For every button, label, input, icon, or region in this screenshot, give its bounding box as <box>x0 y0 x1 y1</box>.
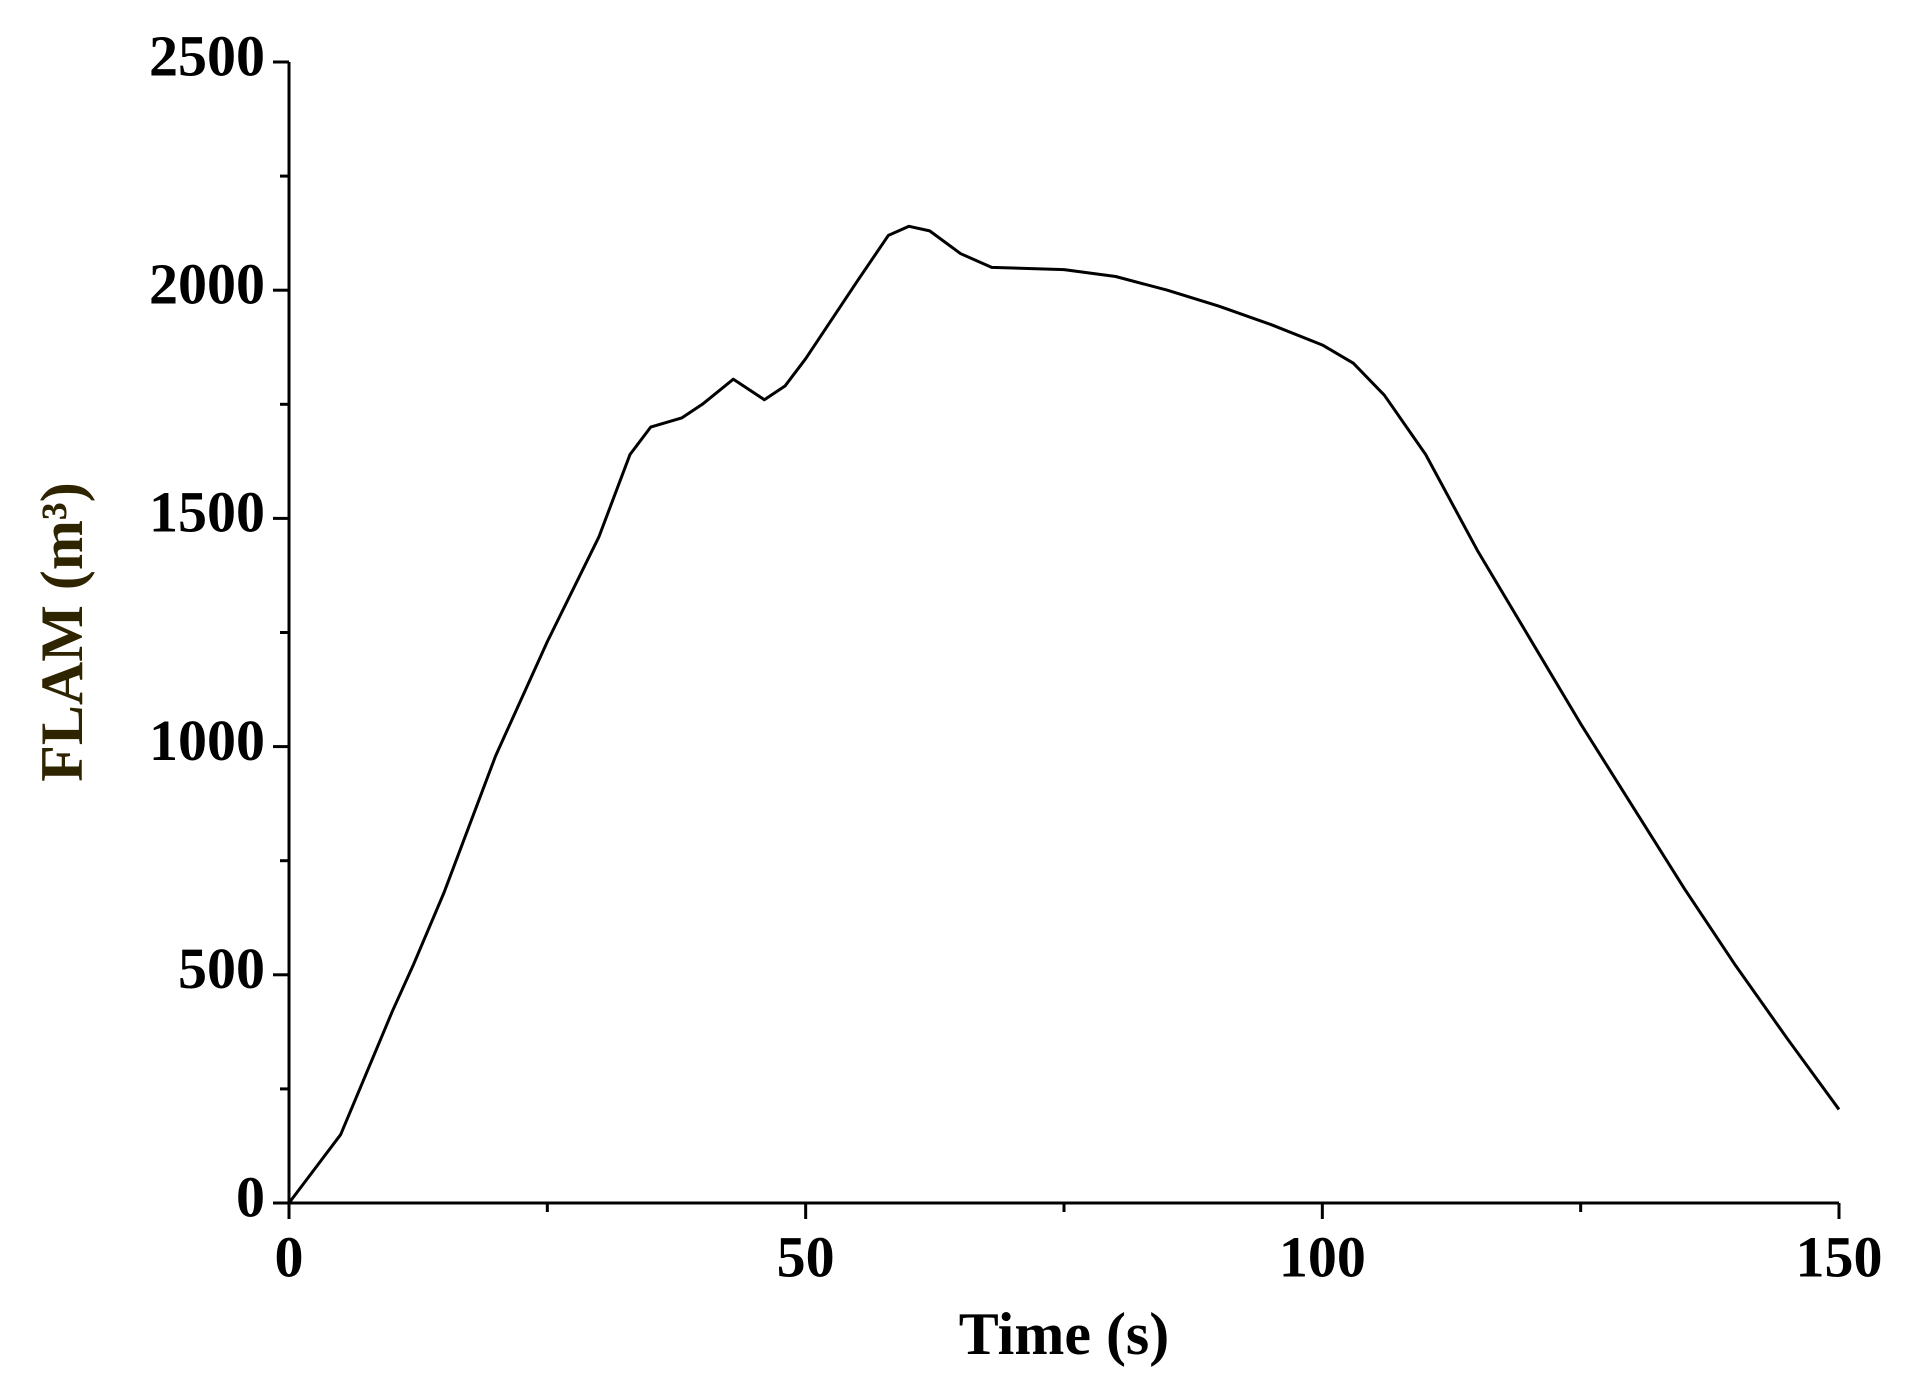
x-axis-label: Time (s) <box>959 1301 1170 1367</box>
y-tick-label: 2000 <box>149 252 265 317</box>
y-tick-label: 2500 <box>149 23 265 88</box>
y-tick-label: 500 <box>178 936 265 1001</box>
x-tick-label: 100 <box>1279 1224 1366 1289</box>
x-tick-label: 150 <box>1796 1224 1883 1289</box>
y-tick-label: 1500 <box>149 480 265 545</box>
y-tick-label: 0 <box>236 1164 265 1229</box>
x-tick-label: 50 <box>777 1224 835 1289</box>
x-tick-label: 0 <box>275 1224 304 1289</box>
y-axis-label: FLAM (m³) <box>29 482 95 782</box>
line <box>287 224 1841 1204</box>
y-tick-label: 1000 <box>149 708 265 773</box>
